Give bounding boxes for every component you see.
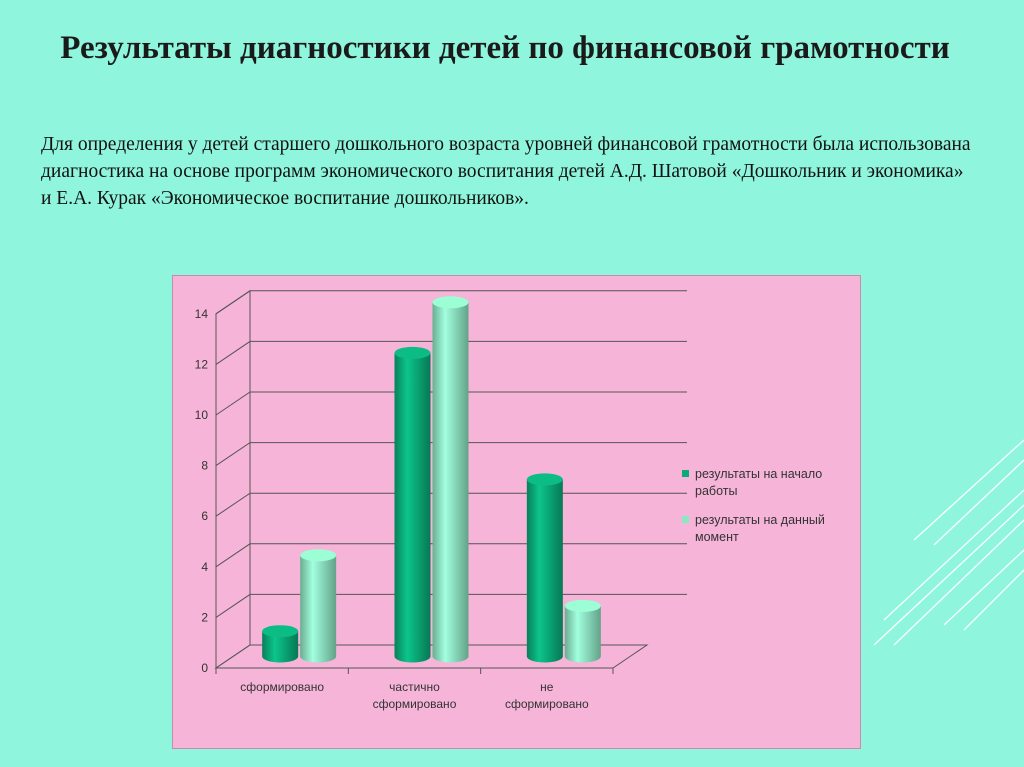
intro-paragraph: Для определения у детей старшего дошколь… <box>41 134 971 209</box>
legend-label-start-line1: результаты на начало <box>695 467 823 481</box>
bar-start-1 <box>394 352 431 663</box>
bar-now-1 <box>432 302 469 663</box>
legend-swatch-start <box>682 470 689 477</box>
bar-start-2 <box>526 479 563 663</box>
x-tick-label: сформировано <box>505 697 589 711</box>
legend-label-start-line2: работы <box>695 484 738 498</box>
legend-item-start: результаты на начало работы <box>682 466 852 500</box>
y-tick-label: 2 <box>201 610 208 624</box>
y-tick-label: 8 <box>201 459 208 473</box>
bar-now-0 <box>300 555 337 663</box>
gridline <box>215 290 687 315</box>
legend-label-now-line2: момент <box>695 530 739 544</box>
slide-title: Результаты диагностики детей по финансов… <box>60 30 950 66</box>
bar-cap-now-2 <box>564 599 601 612</box>
bar-cap-start-2 <box>526 473 563 486</box>
y-tick-label: 14 <box>195 307 209 321</box>
bar-start-0 <box>262 631 299 663</box>
bar-now-2 <box>564 605 601 663</box>
chart-area: 0 2 4 6 8 10 12 14 сформировано частично сформиров… <box>172 275 861 749</box>
x-tick-label: частично <box>389 680 440 694</box>
bar-cap-start-0 <box>262 625 299 638</box>
gridline <box>215 391 687 416</box>
x-tick-label: сформировано <box>373 697 457 711</box>
column-chart: 0 2 4 6 8 10 12 14 сформировано частично сформиров… <box>195 289 687 711</box>
bar-cap-now-1 <box>432 296 469 309</box>
y-tick-label: 4 <box>201 560 208 574</box>
legend-label-now-line1: результаты на данный <box>695 513 825 527</box>
legend-item-now: результаты на данный момент <box>682 512 852 546</box>
chart-side-wall <box>215 289 251 669</box>
bar-cap-now-0 <box>300 549 337 562</box>
legend-swatch-now <box>682 516 689 523</box>
decorative-stripes <box>873 439 1024 646</box>
x-tick-label: сформировано <box>240 680 324 694</box>
y-tick-label: 0 <box>201 661 208 675</box>
bar-cap-start-1 <box>394 346 431 359</box>
y-tick-label: 12 <box>195 357 209 371</box>
chart-legend: результаты на начало работы результаты н… <box>682 466 852 558</box>
x-tick-label: не <box>540 680 554 694</box>
y-tick-label: 6 <box>201 509 208 523</box>
gridline <box>215 340 687 365</box>
gridline <box>215 442 687 467</box>
y-tick-label: 10 <box>195 408 209 422</box>
